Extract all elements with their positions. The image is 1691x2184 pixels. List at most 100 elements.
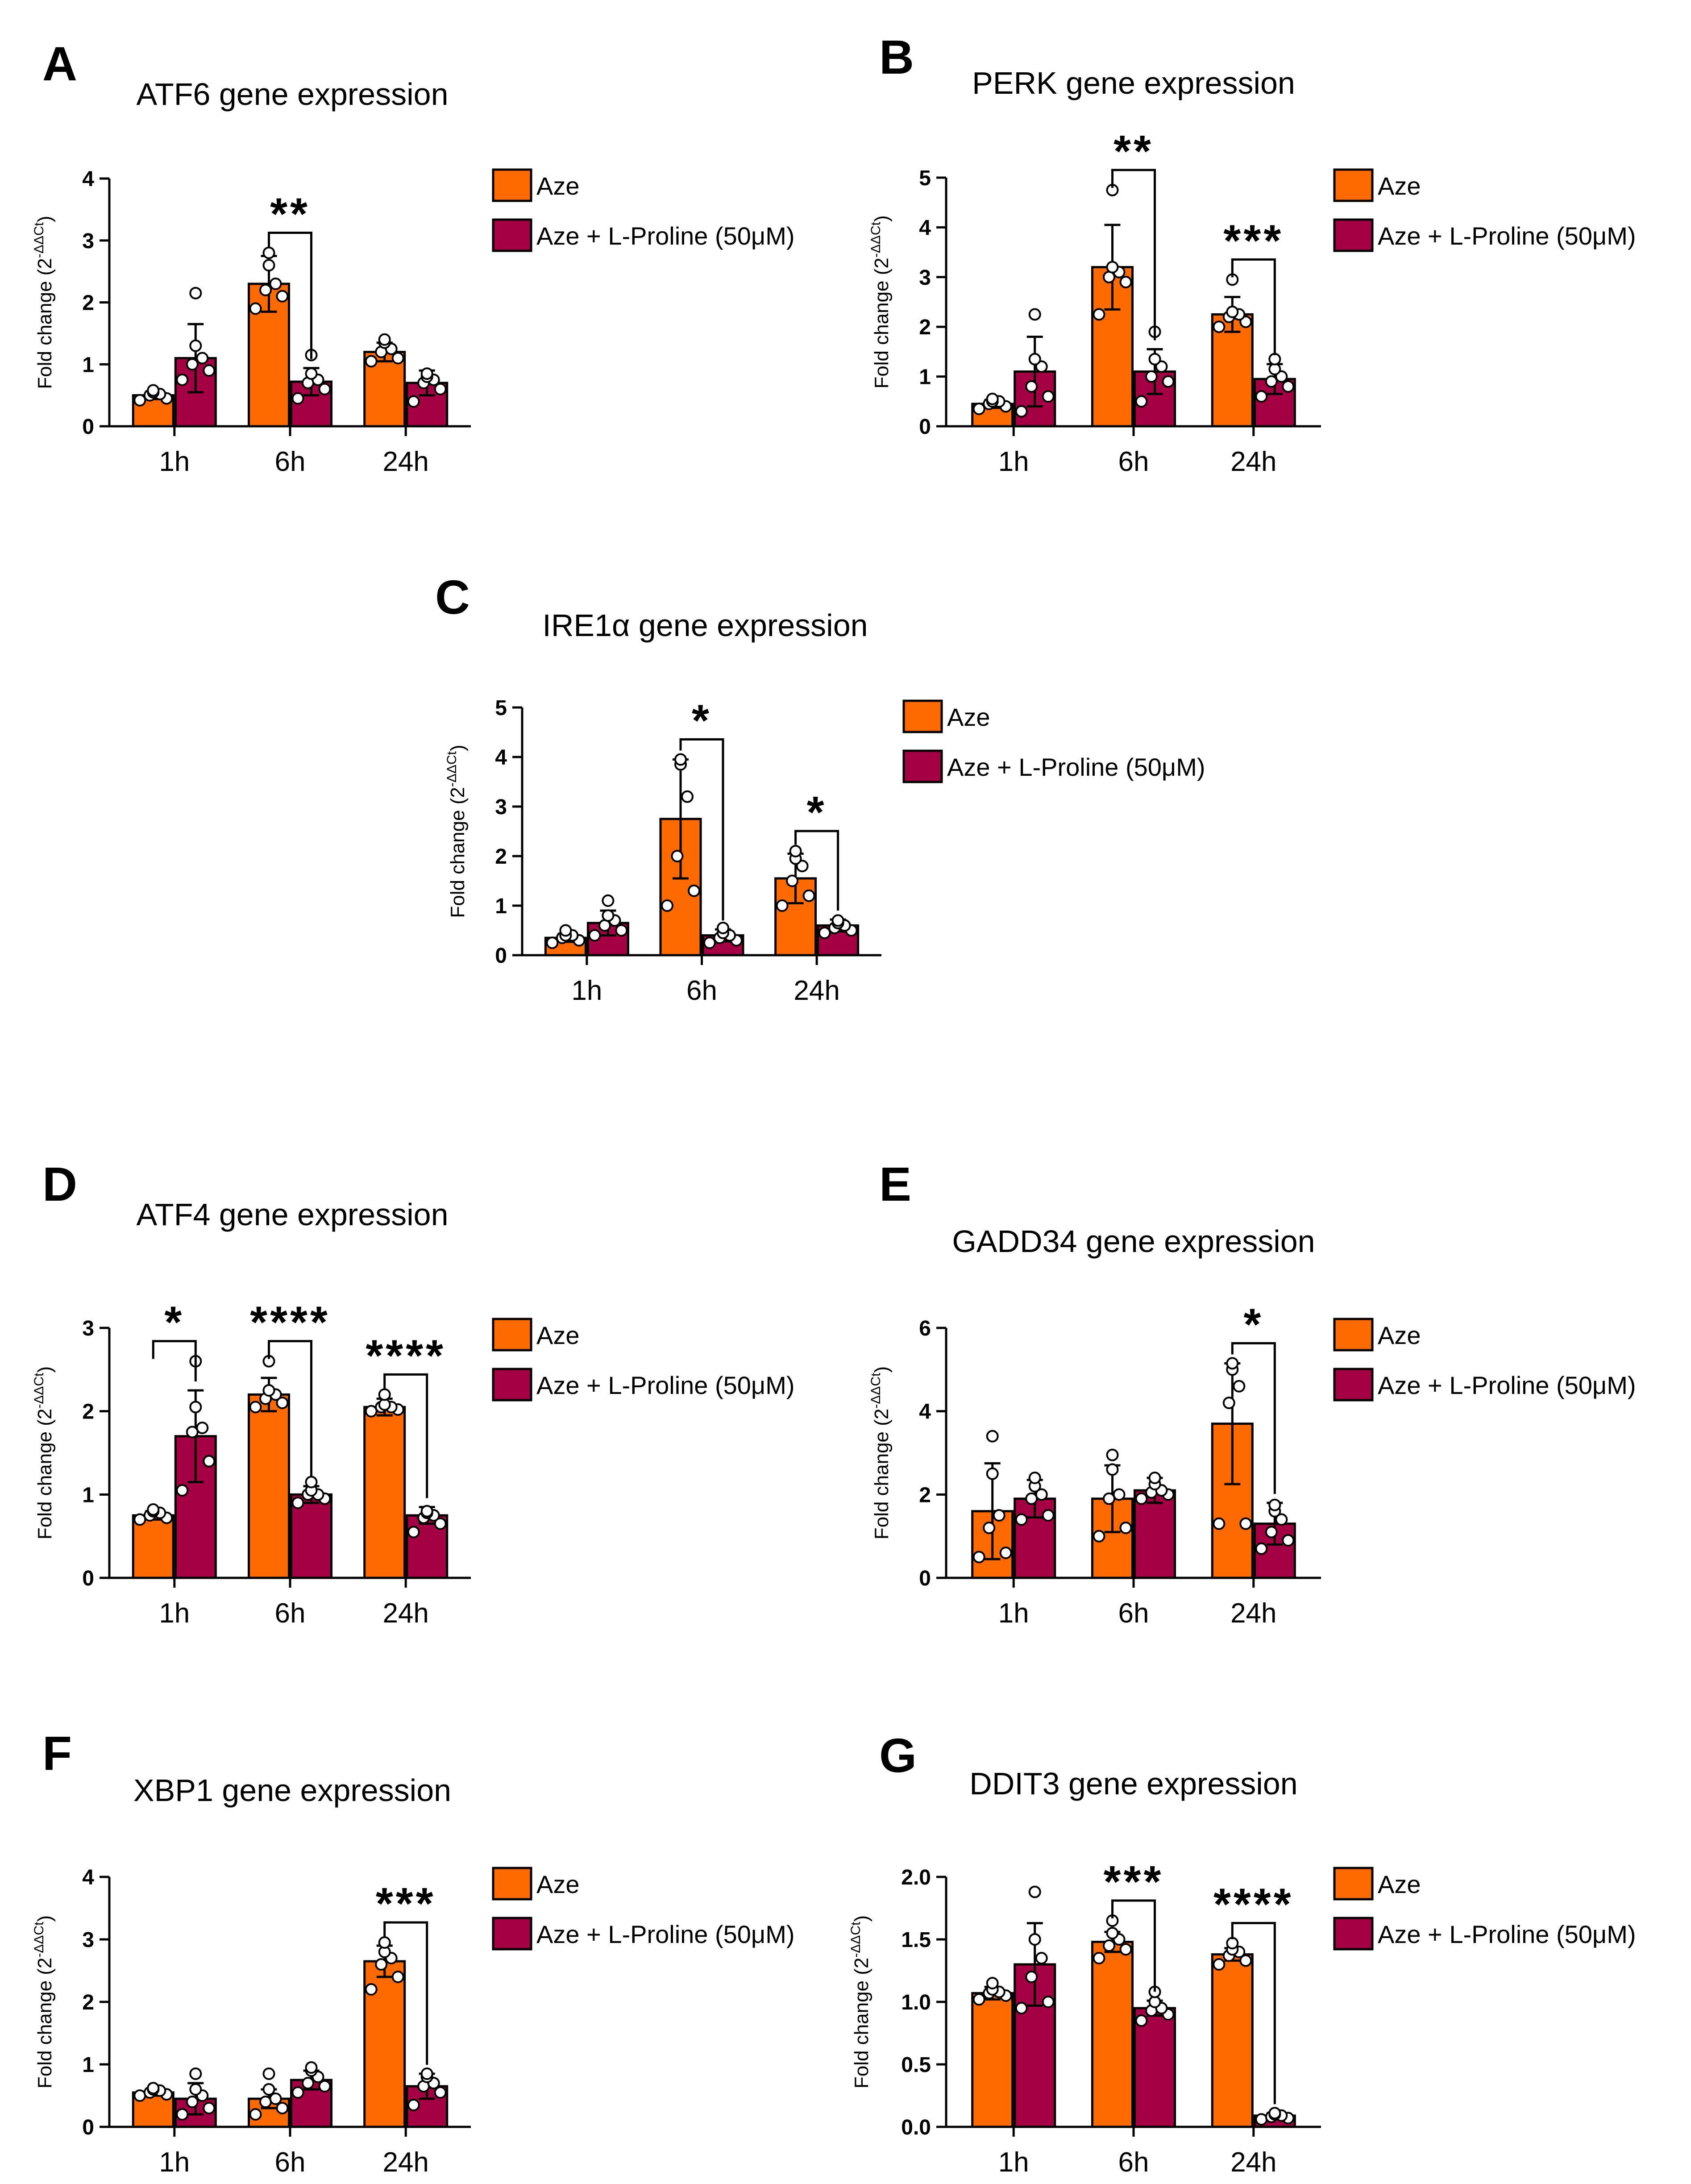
panel-letter: A bbox=[42, 37, 77, 91]
data-point bbox=[1106, 261, 1119, 274]
data-point bbox=[186, 358, 199, 371]
y-tick-label: 1 bbox=[82, 353, 94, 377]
data-point bbox=[717, 921, 729, 934]
data-point bbox=[1103, 1939, 1115, 1952]
y-tick-label: 4 bbox=[82, 1866, 94, 1889]
chart-title: XBP1 gene expression bbox=[133, 1773, 451, 1808]
significance-label: **** bbox=[1213, 1879, 1294, 1929]
y-tick-label: 2 bbox=[495, 845, 507, 869]
panel-letter: D bbox=[42, 1157, 77, 1211]
bar-24h-aze bbox=[1211, 313, 1254, 428]
data-point bbox=[420, 367, 433, 380]
data-point bbox=[1255, 1542, 1268, 1555]
data-point bbox=[291, 392, 304, 405]
y-tick-label: 0.0 bbox=[901, 2116, 931, 2139]
data-point bbox=[291, 2086, 304, 2099]
chart-title: DDIT3 gene expression bbox=[969, 1766, 1297, 1801]
data-point bbox=[249, 302, 262, 315]
x-tick-label: 1h bbox=[159, 2147, 190, 2178]
x-tick-label: 24h bbox=[382, 2147, 428, 2178]
data-point bbox=[305, 2061, 318, 2074]
legend-swatch-aze-proline bbox=[1333, 1368, 1374, 1402]
data-point bbox=[176, 373, 189, 386]
significance-bracket bbox=[383, 1373, 428, 1498]
y-tick-label: 0 bbox=[82, 2116, 94, 2139]
data-point bbox=[789, 844, 802, 857]
legend-label-aze: Aze bbox=[536, 172, 580, 200]
data-point bbox=[189, 339, 202, 352]
data-point bbox=[203, 364, 216, 377]
data-point bbox=[1226, 1357, 1239, 1370]
bar-6h-aze bbox=[248, 1393, 290, 1579]
data-point bbox=[559, 924, 572, 937]
data-point bbox=[1226, 1937, 1239, 1950]
x-tick-label: 6h bbox=[275, 1598, 306, 1629]
data-point bbox=[1106, 1927, 1119, 1939]
data-point bbox=[1028, 1472, 1041, 1484]
y-tick-label: 6 bbox=[919, 1317, 931, 1340]
data-point bbox=[972, 403, 985, 416]
chart-title: IRE1α gene expression bbox=[542, 608, 868, 643]
panel-A: A ATF6 gene expression 1h 6h 24h 0 1 2 3 4 Fold ch… bbox=[32, 37, 794, 477]
x-tick-label: 1h bbox=[571, 975, 602, 1006]
data-point bbox=[147, 1503, 160, 1516]
y-tick-label: 4 bbox=[82, 167, 94, 191]
data-point bbox=[703, 936, 716, 949]
y-axis-label-main: Fold change (2 bbox=[34, 1958, 56, 2089]
data-point bbox=[434, 1517, 447, 1530]
data-point bbox=[420, 2068, 433, 2080]
y-tick-label: 3 bbox=[82, 1928, 94, 1952]
x-tick-label: 6h bbox=[1118, 446, 1149, 477]
y-axis-label: Fold change (2-ΔΔCt) bbox=[32, 1366, 56, 1539]
data-point bbox=[276, 290, 289, 303]
y-axis-label-close: ) bbox=[34, 1915, 56, 1922]
data-point bbox=[1148, 1472, 1161, 1484]
y-tick-label: 1 bbox=[919, 366, 931, 389]
legend-label-aze: Aze bbox=[1378, 172, 1421, 200]
legend-swatch-aze bbox=[1333, 1867, 1374, 1901]
data-point bbox=[1025, 1971, 1038, 1983]
y-tick-label: 4 bbox=[919, 1400, 931, 1424]
y-axis-label: Fold change (2-ΔΔCt) bbox=[868, 215, 893, 388]
data-point bbox=[378, 1388, 391, 1401]
data-point bbox=[196, 1422, 209, 1434]
y-tick-label: 0 bbox=[919, 1567, 931, 1590]
legend-swatch-aze bbox=[1333, 1318, 1374, 1352]
data-point bbox=[674, 753, 687, 766]
data-point bbox=[434, 383, 447, 395]
y-tick-label: 0.5 bbox=[901, 2053, 931, 2077]
data-point bbox=[1268, 2107, 1281, 2120]
data-point bbox=[262, 246, 275, 259]
data-point bbox=[972, 1993, 985, 2006]
data-point bbox=[1093, 308, 1105, 321]
y-axis-label-sup: -ΔΔCt bbox=[848, 1922, 863, 1958]
chart-title: ATF4 gene expression bbox=[136, 1197, 448, 1232]
legend-swatch-aze-proline bbox=[492, 1917, 532, 1951]
data-point bbox=[1028, 1885, 1041, 1898]
data-point bbox=[276, 1397, 289, 1409]
data-point bbox=[262, 1384, 275, 1397]
y-axis-label-main: Fold change (2 bbox=[34, 258, 56, 389]
data-point bbox=[1119, 1943, 1132, 1956]
data-point bbox=[1106, 1463, 1119, 1476]
significance-label: **** bbox=[250, 1298, 330, 1348]
data-point bbox=[1028, 353, 1041, 366]
significance-bracket bbox=[268, 1340, 312, 1477]
data-point bbox=[378, 1398, 391, 1411]
data-point bbox=[133, 2089, 146, 2102]
data-point bbox=[1042, 390, 1055, 403]
panel-E: E GADD34 gene expression 1h 6h 24h 0 2 4 6 Fold c… bbox=[868, 1157, 1636, 1629]
data-point bbox=[189, 287, 202, 300]
data-point bbox=[147, 2082, 160, 2095]
y-tick-label: 1 bbox=[82, 2053, 94, 2077]
data-point bbox=[1226, 305, 1239, 318]
y-tick-label: 5 bbox=[495, 696, 507, 720]
data-point bbox=[1103, 1492, 1115, 1505]
data-point bbox=[802, 889, 815, 902]
legend-label-aze-proline: Aze + L-Proline (50μM) bbox=[1378, 222, 1636, 250]
data-point bbox=[378, 1936, 391, 1949]
data-point bbox=[269, 2092, 282, 2105]
legend-label-aze-proline: Aze + L-Proline (50μM) bbox=[1378, 1920, 1636, 1948]
data-point bbox=[302, 2077, 314, 2089]
panel-letter: F bbox=[42, 1726, 72, 1780]
